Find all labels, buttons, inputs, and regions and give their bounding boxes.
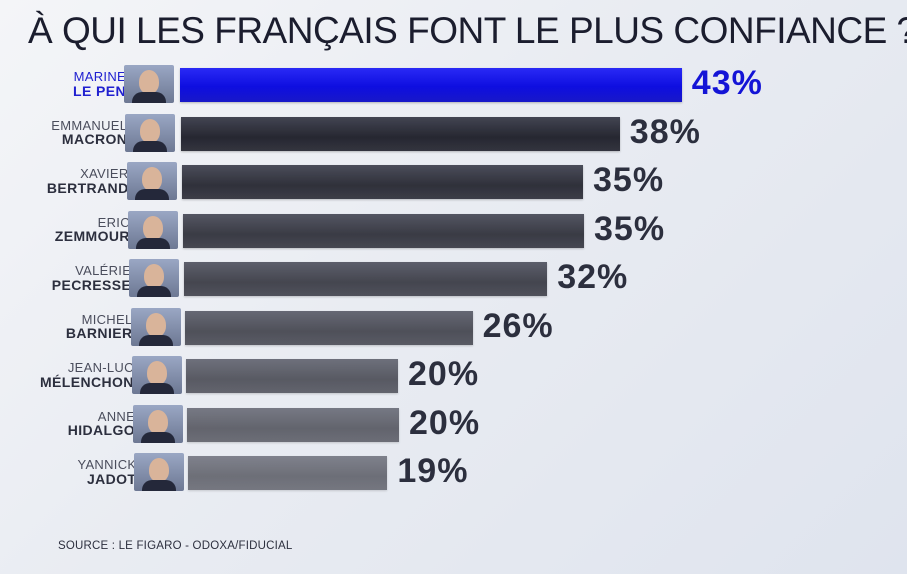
value-label: 35% — [594, 209, 666, 248]
bar — [182, 165, 583, 199]
candidate-first-name: MARINE — [73, 69, 126, 84]
value-label: 26% — [482, 306, 554, 345]
bar — [188, 456, 388, 490]
candidate-first-name: MICHEL — [81, 311, 133, 327]
candidate-photo — [127, 210, 178, 249]
candidate-name-label: EMMANUEL MACRON — [7, 117, 128, 148]
candidate-first-name: ERIC — [97, 214, 130, 230]
candidate-first-name: JEAN-LUC — [67, 360, 134, 375]
bar — [185, 310, 473, 345]
value-label: 20% — [409, 403, 481, 442]
bar — [181, 116, 620, 151]
candidate-name-label: VALÉRIE PECRESSE — [11, 264, 131, 292]
candidate-last-name: BERTRAND — [46, 179, 129, 196]
candidate-photo — [129, 259, 180, 297]
candidate-first-name: XAVIER — [80, 166, 129, 181]
bar — [183, 213, 584, 248]
candidate-photo — [134, 453, 185, 491]
candidate-last-name: HIDALGO — [67, 422, 136, 439]
candidate-last-name: ZEMMOUR — [54, 228, 130, 245]
candidate-photo — [133, 404, 184, 443]
value-label: 20% — [408, 355, 480, 393]
candidate-photo — [126, 162, 177, 200]
chart-title: À QUI LES FRANÇAIS FONT LE PLUS CONFIANC… — [28, 10, 907, 51]
bar — [186, 359, 398, 393]
candidate-name-label: ERIC ZEMMOUR — [10, 214, 130, 245]
candidate-photo — [124, 65, 174, 103]
candidate-name-label: MARINE LE PEN — [6, 70, 126, 98]
candidate-photo — [130, 307, 181, 346]
candidate-last-name: LE PEN — [73, 82, 126, 99]
value-label: 19% — [397, 452, 469, 490]
candidate-last-name: BARNIER — [65, 325, 133, 342]
candidate-first-name: VALÉRIE — [75, 263, 132, 278]
value-label: 35% — [593, 161, 665, 199]
candidate-name-label: JEAN-LUC MÉLENCHON — [14, 361, 134, 389]
candidate-first-name: YANNICK — [77, 457, 137, 472]
candidate-last-name: PECRESSE — [51, 276, 132, 293]
source-note: SOURCE : LE FIGARO - ODOXA/FIDUCIAL — [58, 540, 293, 552]
value-label: 38% — [629, 112, 701, 151]
value-label: 32% — [557, 258, 629, 296]
candidate-first-name: EMMANUEL — [51, 117, 128, 133]
candidate-name-label: YANNICK JADOT — [16, 458, 136, 486]
value-label: 43% — [691, 64, 763, 102]
candidate-last-name: MACRON — [61, 131, 128, 148]
candidate-photo — [131, 356, 182, 394]
candidate-last-name: JADOT — [86, 470, 137, 487]
candidate-photo — [125, 113, 176, 152]
bar — [184, 262, 548, 296]
candidate-name-label: XAVIER BERTRAND — [9, 167, 129, 195]
candidate-last-name: MÉLENCHON — [39, 373, 134, 390]
bar — [187, 407, 399, 442]
candidate-first-name: ANNE — [97, 408, 136, 424]
bar — [180, 68, 682, 102]
candidate-name-label: MICHEL BARNIER — [13, 311, 133, 342]
candidate-name-label: ANNE HIDALGO — [15, 408, 136, 439]
